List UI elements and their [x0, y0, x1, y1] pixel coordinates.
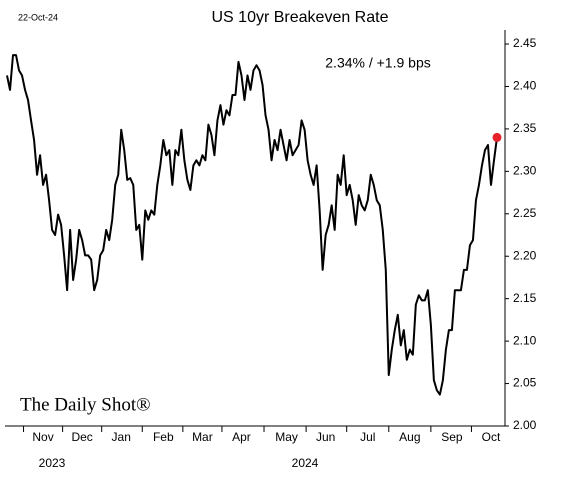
- x-tick-label: May: [275, 430, 298, 444]
- year-label: 2023: [39, 456, 66, 470]
- y-tick-label: 2.25: [513, 206, 537, 220]
- x-tick-label: Aug: [399, 430, 420, 444]
- annotation: 2.34% / +1.9 bps: [325, 55, 430, 71]
- source-logo: The Daily Shot®: [20, 394, 151, 415]
- last-point: [492, 132, 502, 142]
- line: [6, 54, 498, 396]
- chart-title: US 10yr Breakeven Rate: [212, 9, 389, 26]
- x-tick-label: Jun: [316, 430, 335, 444]
- y-tick-label: 2.15: [513, 291, 537, 305]
- x-tick-label: Mar: [192, 430, 213, 444]
- y-tick-label: 2.40: [513, 79, 537, 93]
- y-tick-label: 2.35: [513, 121, 537, 135]
- date-label: 22-Oct-24: [18, 12, 58, 22]
- x-tick-label: Sep: [441, 430, 463, 444]
- x-tick-label: Jul: [360, 430, 375, 444]
- x-tick-label: Jan: [112, 430, 131, 444]
- y-tick-label: 2.00: [513, 418, 537, 432]
- x-tick-label: Nov: [32, 430, 53, 444]
- x-tick-label: Apr: [232, 430, 251, 444]
- y-tick-label: 2.20: [513, 248, 537, 262]
- y-tick-label: 2.30: [513, 164, 537, 178]
- year-label: 2024: [292, 456, 319, 470]
- y-tick-label: 2.05: [513, 376, 537, 390]
- x-tick-label: Dec: [71, 430, 92, 444]
- y-tick-label: 2.45: [513, 36, 537, 50]
- x-tick-label: Feb: [153, 430, 174, 444]
- y-tick-label: 2.10: [513, 333, 537, 347]
- x-tick-label: Oct: [482, 430, 501, 444]
